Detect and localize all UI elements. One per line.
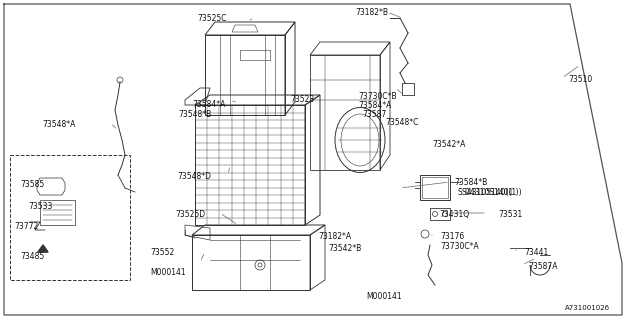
Text: A731001026: A731001026 bbox=[565, 305, 610, 311]
Bar bbox=[10, 155, 130, 280]
Text: 73182*A: 73182*A bbox=[318, 232, 351, 241]
Bar bbox=[40, 200, 75, 225]
Text: 73525C: 73525C bbox=[197, 14, 227, 23]
Text: 04310S140(1 ): 04310S140(1 ) bbox=[465, 188, 522, 197]
Text: 73525D: 73525D bbox=[175, 210, 205, 219]
Bar bbox=[422, 177, 448, 198]
Text: 73772: 73772 bbox=[14, 222, 38, 231]
Text: 73531: 73531 bbox=[498, 210, 522, 219]
Text: 73182*B: 73182*B bbox=[355, 8, 388, 17]
Text: 73585: 73585 bbox=[20, 180, 44, 189]
Text: 73441: 73441 bbox=[524, 248, 548, 257]
Text: S: S bbox=[458, 188, 463, 197]
Bar bbox=[402, 83, 414, 95]
Text: 73730C*A: 73730C*A bbox=[440, 242, 479, 251]
Text: 73584*A: 73584*A bbox=[358, 101, 392, 110]
Text: 73552: 73552 bbox=[150, 248, 174, 257]
Text: 73548*B: 73548*B bbox=[178, 110, 211, 119]
Polygon shape bbox=[38, 245, 48, 252]
Text: 73587A: 73587A bbox=[528, 262, 557, 271]
Text: 73533: 73533 bbox=[28, 202, 52, 211]
Text: 73548*A: 73548*A bbox=[42, 120, 76, 129]
Text: 73485: 73485 bbox=[20, 252, 44, 261]
Text: 73176: 73176 bbox=[440, 232, 464, 241]
Text: 73542*B: 73542*B bbox=[328, 244, 361, 253]
Text: 73510: 73510 bbox=[568, 75, 592, 84]
Text: 73548*C: 73548*C bbox=[385, 118, 419, 127]
Text: 73548*D: 73548*D bbox=[177, 172, 211, 181]
Text: M000141: M000141 bbox=[366, 292, 402, 301]
Bar bbox=[430, 208, 450, 220]
Bar bbox=[420, 175, 450, 200]
Text: 73584*A: 73584*A bbox=[192, 100, 225, 109]
Text: 73584*B: 73584*B bbox=[454, 178, 487, 187]
Text: 73587: 73587 bbox=[362, 110, 387, 119]
Text: 73730C*B: 73730C*B bbox=[358, 92, 397, 101]
Text: 73542*A: 73542*A bbox=[432, 140, 465, 149]
Text: S43105140(1 ): S43105140(1 ) bbox=[462, 188, 518, 197]
Text: 73523: 73523 bbox=[290, 95, 314, 104]
Text: 73431Q: 73431Q bbox=[439, 210, 469, 219]
Text: M000141: M000141 bbox=[150, 268, 186, 277]
